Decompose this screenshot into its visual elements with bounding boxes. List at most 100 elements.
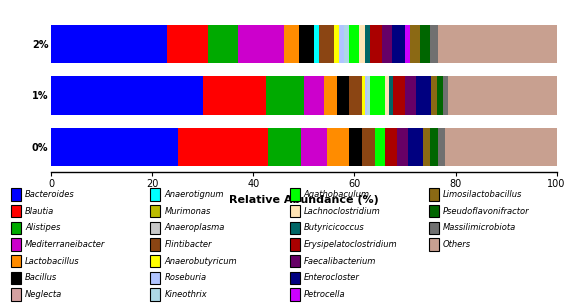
Bar	[238, 25, 283, 63]
Bar	[407, 128, 423, 166]
Text: Neglecta: Neglecta	[25, 290, 62, 299]
Bar	[314, 25, 319, 63]
Bar	[151, 222, 160, 234]
Bar	[429, 205, 438, 217]
Bar	[290, 255, 299, 267]
Text: Blautia: Blautia	[25, 207, 55, 216]
Bar	[302, 128, 327, 166]
Bar	[337, 76, 349, 115]
Bar	[392, 25, 405, 63]
Bar	[11, 288, 21, 301]
Text: Lactobacillus: Lactobacillus	[25, 257, 80, 266]
Bar	[283, 25, 299, 63]
Bar	[344, 25, 349, 63]
Text: Murimonas: Murimonas	[164, 207, 211, 216]
Bar	[405, 25, 410, 63]
Bar	[290, 272, 299, 284]
Bar	[11, 188, 21, 201]
Bar	[349, 76, 362, 115]
Text: Lachnoclostridium: Lachnoclostridium	[303, 207, 380, 216]
Text: Pseudoflavonifractor: Pseudoflavonifractor	[442, 207, 529, 216]
Bar	[431, 25, 438, 63]
Bar	[11, 238, 21, 251]
Bar	[11, 255, 21, 267]
Bar	[11, 272, 21, 284]
Bar	[11, 205, 21, 217]
Bar	[151, 288, 160, 301]
Text: Flintibacter: Flintibacter	[164, 240, 212, 249]
Bar	[151, 255, 160, 267]
Text: Anaerobutyricum: Anaerobutyricum	[164, 257, 237, 266]
Bar	[437, 76, 443, 115]
Text: Mediterraneibacter: Mediterraneibacter	[25, 240, 106, 249]
Text: Roseburia: Roseburia	[164, 273, 206, 282]
Bar	[375, 128, 385, 166]
Bar	[389, 76, 393, 115]
Bar	[349, 128, 362, 166]
Bar	[385, 128, 398, 166]
Bar	[290, 222, 299, 234]
Text: Massilimicrobiota: Massilimicrobiota	[442, 223, 516, 233]
Bar	[362, 128, 375, 166]
Text: Alistipes: Alistipes	[25, 223, 61, 233]
Bar	[367, 76, 370, 115]
Text: Bacillus: Bacillus	[25, 273, 57, 282]
Bar	[416, 76, 431, 115]
Bar	[327, 128, 349, 166]
Bar	[334, 25, 339, 63]
Bar	[151, 272, 160, 284]
Bar	[11, 222, 21, 234]
Bar	[151, 205, 160, 217]
Bar	[299, 25, 314, 63]
Bar	[339, 25, 344, 63]
Bar	[431, 128, 438, 166]
Text: Butyricicoccus: Butyricicoccus	[303, 223, 364, 233]
Bar	[393, 76, 406, 115]
Bar	[362, 76, 365, 115]
Text: Petrocella: Petrocella	[303, 290, 345, 299]
Text: Limosilactobacillus: Limosilactobacillus	[442, 190, 522, 199]
Bar	[51, 128, 177, 166]
Bar	[360, 25, 365, 63]
Bar	[370, 25, 382, 63]
Bar	[319, 25, 334, 63]
Bar	[269, 128, 302, 166]
Text: Anaerotignum: Anaerotignum	[164, 190, 224, 199]
Bar	[443, 76, 448, 115]
Bar	[290, 188, 299, 201]
Bar	[349, 25, 360, 63]
Text: Faecalibacterium: Faecalibacterium	[303, 257, 376, 266]
Bar	[431, 76, 437, 115]
Bar	[410, 25, 420, 63]
Bar	[429, 188, 438, 201]
Text: Kineothrix: Kineothrix	[164, 290, 207, 299]
Bar	[448, 76, 557, 115]
Bar	[304, 76, 324, 115]
Bar	[423, 128, 431, 166]
Bar	[290, 288, 299, 301]
Bar	[177, 128, 269, 166]
Bar	[168, 25, 208, 63]
Bar	[438, 25, 557, 63]
Bar	[370, 76, 385, 115]
X-axis label: Relative Abundance (%): Relative Abundance (%)	[229, 195, 379, 205]
Bar	[290, 238, 299, 251]
Text: Agathobaculum: Agathobaculum	[303, 190, 369, 199]
Bar	[290, 205, 299, 217]
Text: Bacteroides: Bacteroides	[25, 190, 75, 199]
Bar	[324, 76, 337, 115]
Text: Anaeroplasma: Anaeroplasma	[164, 223, 225, 233]
Bar	[151, 188, 160, 201]
Bar	[208, 25, 238, 63]
Bar	[406, 76, 416, 115]
Bar	[203, 76, 266, 115]
Bar	[385, 76, 389, 115]
Bar	[429, 238, 438, 251]
Bar	[445, 128, 557, 166]
Bar	[429, 222, 438, 234]
Bar	[420, 25, 431, 63]
Bar	[382, 25, 392, 63]
Bar	[365, 25, 370, 63]
Bar	[365, 76, 367, 115]
Text: Erysipelatoclostridium: Erysipelatoclostridium	[303, 240, 397, 249]
